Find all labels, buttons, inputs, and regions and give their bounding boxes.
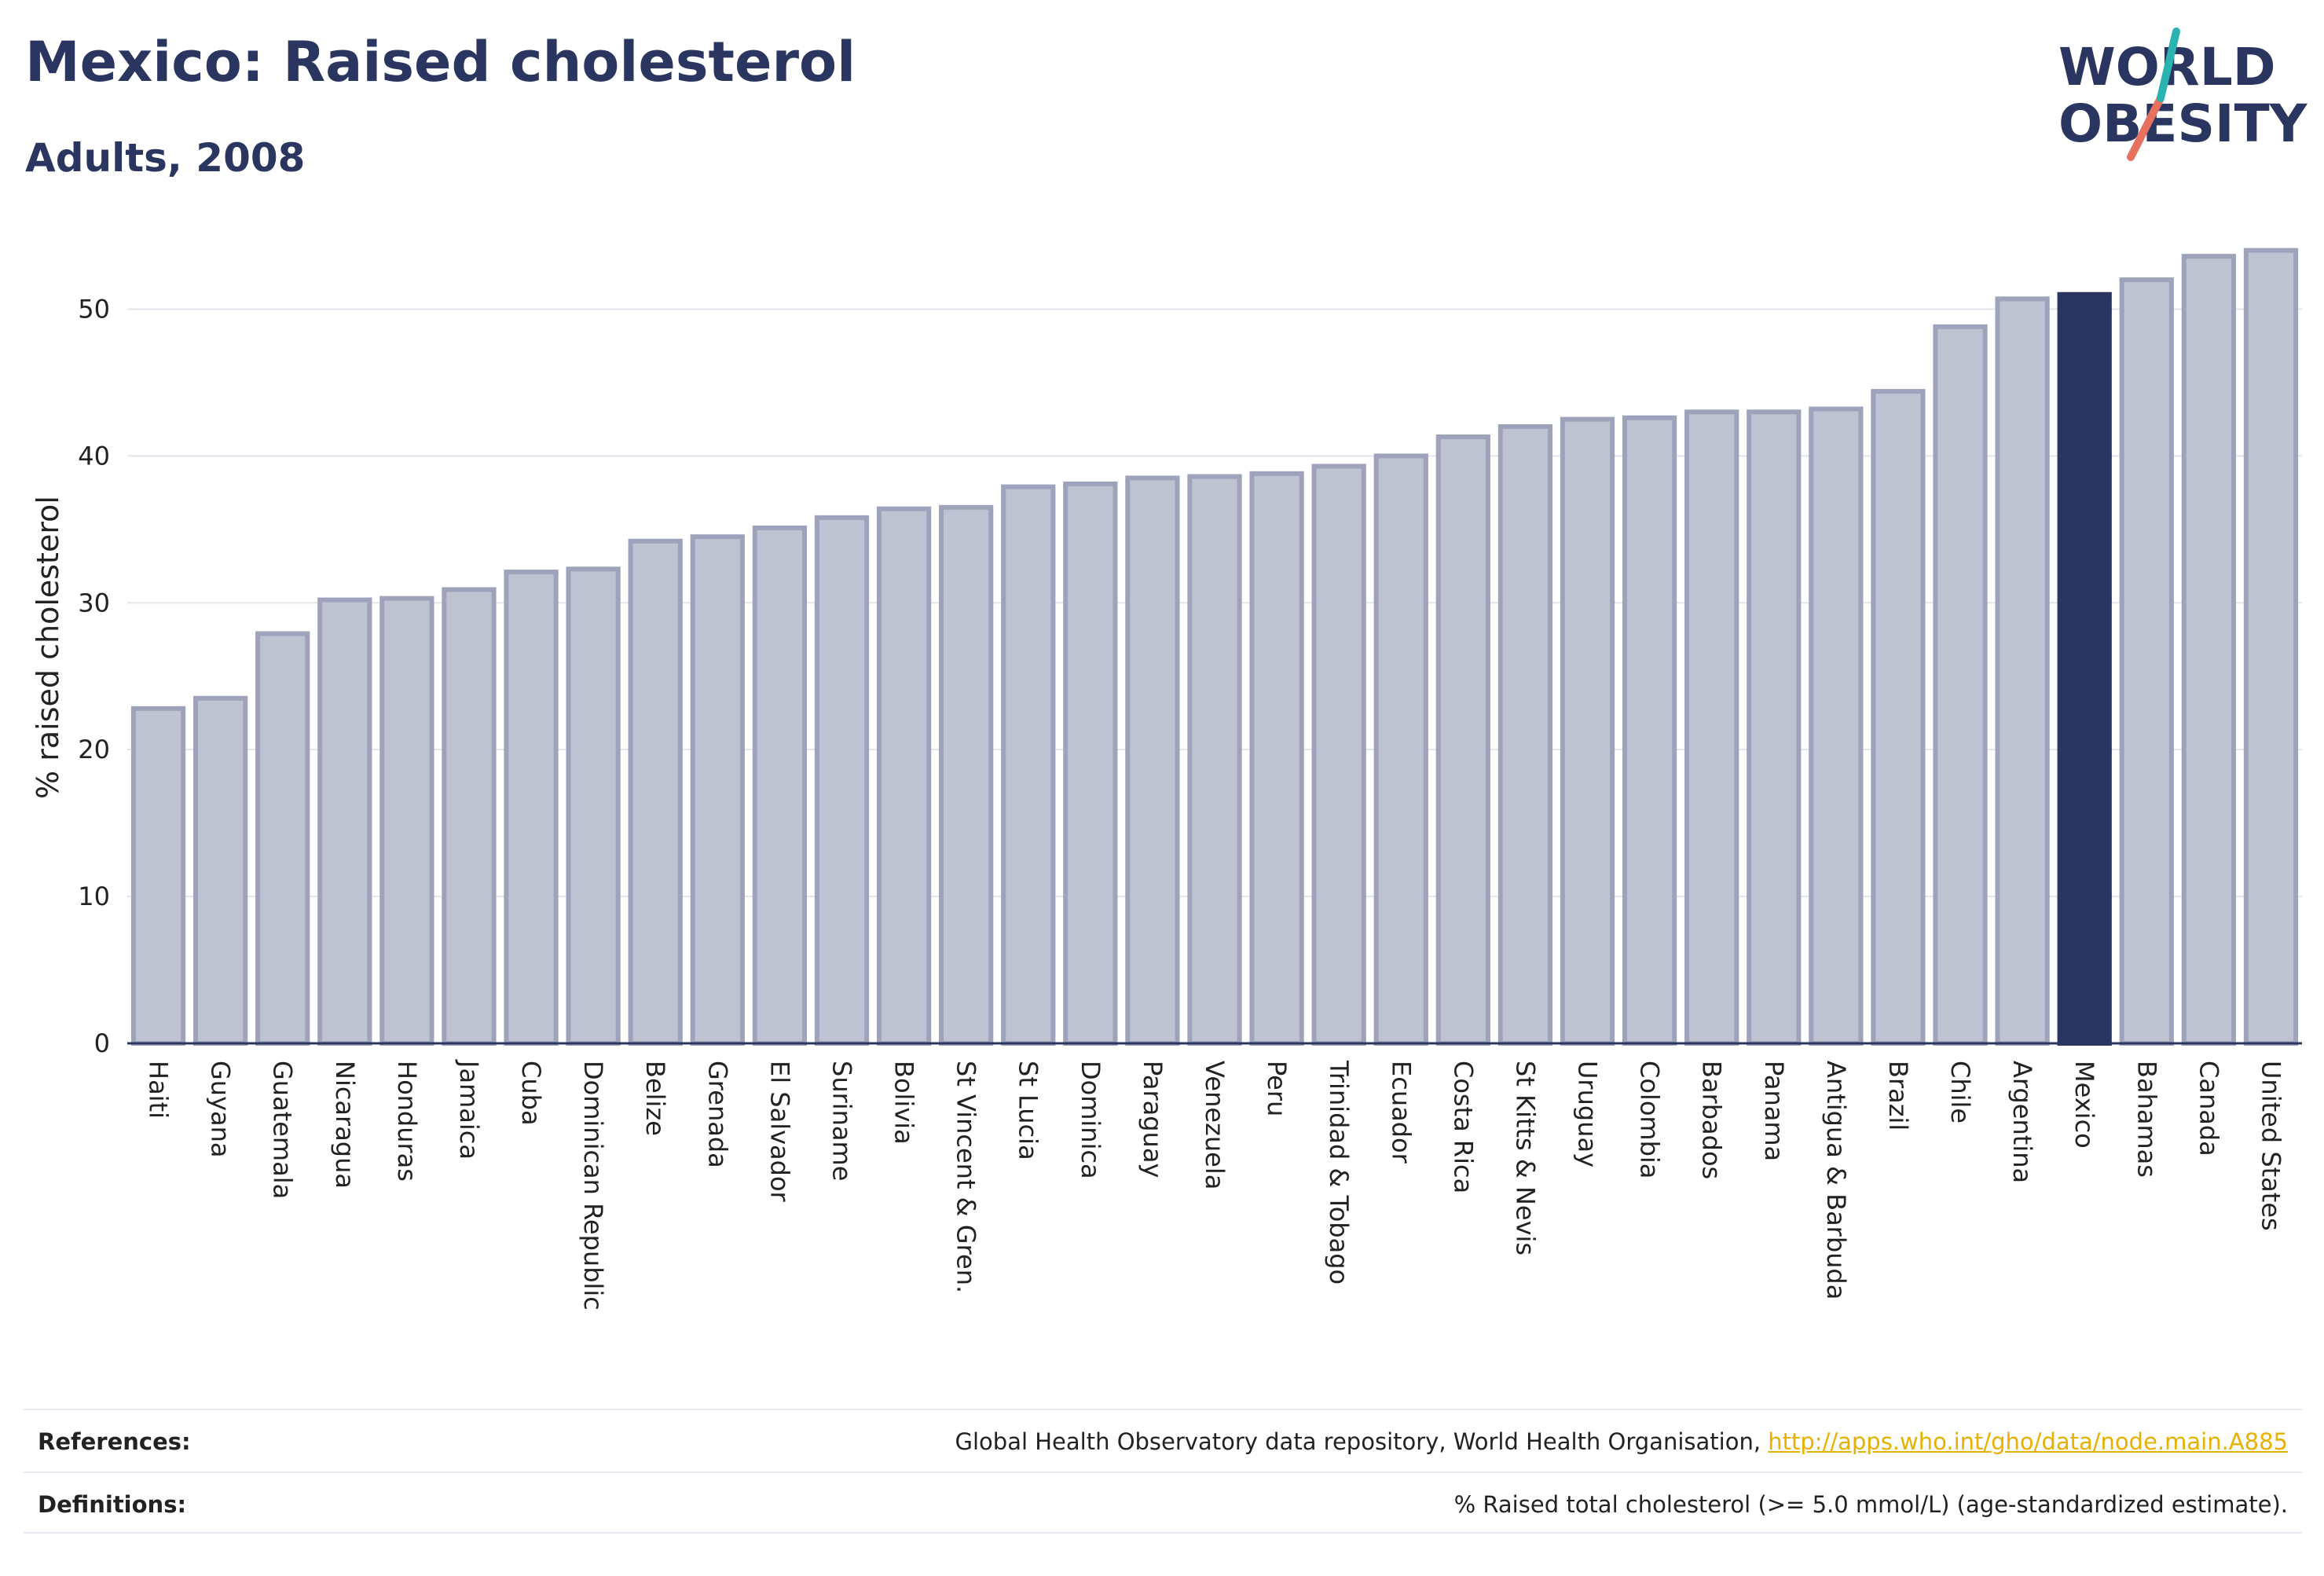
y-tick-label: 40 — [78, 441, 110, 471]
references-row: References: Global Health Observatory da… — [24, 1409, 2302, 1473]
y-axis-label: % raised cholesterol — [31, 496, 65, 799]
x-tick-label: Brazil — [1883, 1061, 1913, 1131]
bar-united-states — [2243, 247, 2299, 1046]
x-tick-label: Paraguay — [1138, 1061, 1167, 1178]
bar-canada — [2181, 254, 2237, 1046]
x-tick-label: Guyana — [206, 1061, 236, 1158]
definitions-row: Definitions: % Raised total cholesterol … — [24, 1472, 2302, 1536]
footer-divider — [24, 1532, 2302, 1534]
x-tick-label: Colombia — [1635, 1061, 1665, 1178]
x-axis-ticks: Haiti Guyana Guatemala Nicaragua Honduras Jam… — [144, 1059, 2286, 1310]
bar-guyana — [192, 695, 248, 1046]
x-tick-label: Panama — [1759, 1061, 1789, 1161]
x-tick-label: Trinidad & Tobago — [1324, 1060, 1354, 1285]
x-tick-label: Antigua & Barbuda — [1821, 1061, 1851, 1299]
x-tick-label: Honduras — [392, 1061, 422, 1182]
y-tick-label: 50 — [78, 294, 110, 324]
bar-bolivia — [876, 506, 932, 1046]
references-link[interactable]: http://apps.who.int/gho/data/node.main.A… — [1768, 1428, 2288, 1455]
x-tick-label: El Salvador — [764, 1061, 794, 1203]
x-tick-label: Dominican Republic — [578, 1061, 608, 1310]
y-axis-ticks: 0 10 20 30 40 50 — [78, 294, 110, 1058]
x-tick-label: Mexico — [2069, 1061, 2099, 1149]
bar-chart: 0 10 20 30 40 50 Haiti Guyana Guatemala Nicaragu… — [31, 247, 2302, 1310]
bar-colombia — [1622, 415, 1677, 1046]
x-tick-label: Nicaragua — [330, 1061, 360, 1189]
bars — [130, 247, 2299, 1046]
references-value: Global Health Observatory data repositor… — [955, 1428, 2302, 1455]
bar-cuba — [504, 570, 559, 1046]
x-tick-label: Venezuela — [1200, 1061, 1230, 1189]
definitions-text: % Raised total cholesterol (>= 5.0 mmol/… — [1453, 1491, 2288, 1518]
x-tick-label: Dominica — [1076, 1061, 1105, 1179]
y-tick-label: 20 — [78, 735, 110, 764]
world-obesity-logo: WORLD OBESITY — [2058, 27, 2308, 161]
references-text: Global Health Observatory data repositor… — [955, 1428, 1769, 1455]
bar-venezuela — [1187, 474, 1242, 1046]
x-tick-label: Cuba — [516, 1061, 546, 1126]
x-tick-label: Argentina — [2007, 1061, 2037, 1183]
x-tick-label: Chile — [1945, 1061, 1975, 1123]
bar-paraguay — [1125, 475, 1180, 1046]
bar-ecuador — [1373, 453, 1428, 1046]
chart-title: Mexico: Raised cholesterol — [25, 30, 856, 94]
bar-peru — [1249, 471, 1304, 1046]
x-tick-label: Canada — [2194, 1061, 2223, 1156]
x-tick-label: Jamaica — [454, 1059, 484, 1160]
y-tick-label: 30 — [78, 588, 110, 618]
bar-brazil — [1871, 389, 1926, 1046]
x-tick-label: Bolivia — [889, 1061, 919, 1145]
x-tick-label: Peru — [1262, 1061, 1292, 1116]
bar-uruguay — [1560, 416, 1615, 1046]
bar-st-kitts-nevis — [1497, 423, 1553, 1046]
x-tick-label: Costa Rica — [1448, 1061, 1478, 1193]
x-tick-label: Uruguay — [1573, 1061, 1603, 1167]
bar-nicaragua — [317, 597, 372, 1046]
bar-suriname — [814, 515, 870, 1046]
chart-subtitle: Adults, 2008 — [25, 135, 306, 181]
bar-mexico — [2057, 291, 2112, 1046]
bar-costa-rica — [1435, 434, 1490, 1046]
bar-st-lucia — [1001, 484, 1056, 1046]
bar-honduras — [379, 596, 434, 1046]
bar-trinidad-tobago — [1311, 464, 1366, 1046]
bar-jamaica — [442, 587, 497, 1046]
bar-guatemala — [255, 631, 310, 1046]
x-tick-label: Suriname — [827, 1061, 856, 1181]
logo-line2: OBESITY — [2058, 93, 2308, 154]
bar-bahamas — [2119, 277, 2174, 1046]
references-label: References: — [38, 1428, 191, 1455]
x-tick-label: Grenada — [702, 1061, 732, 1168]
bar-antigua-barbuda — [1809, 406, 1864, 1046]
y-tick-label: 0 — [94, 1028, 110, 1058]
bar-barbados — [1684, 409, 1739, 1046]
bar-panama — [1747, 409, 1802, 1046]
bar-dominica — [1063, 481, 1118, 1046]
x-tick-label: Bahamas — [2132, 1061, 2161, 1178]
definitions-label: Definitions: — [38, 1491, 187, 1518]
bar-belize — [628, 538, 683, 1046]
x-tick-label: United States — [2256, 1061, 2286, 1231]
x-tick-label: Barbados — [1697, 1061, 1727, 1179]
x-tick-label: St Lucia — [1014, 1061, 1043, 1160]
x-tick-label: Guatemala — [268, 1061, 298, 1199]
x-tick-label: St Vincent & Gren. — [951, 1061, 981, 1293]
bar-haiti — [130, 706, 186, 1046]
bar-chile — [1933, 324, 1988, 1046]
bar-dominican-republic — [566, 566, 621, 1046]
x-tick-label: Ecuador — [1386, 1061, 1416, 1164]
y-tick-label: 10 — [78, 881, 110, 911]
bar-argentina — [1995, 296, 2050, 1046]
bar-el-salvador — [752, 525, 808, 1046]
x-tick-label: St Kitts & Nevis — [1510, 1061, 1540, 1255]
x-tick-label: Haiti — [144, 1061, 174, 1119]
bar-grenada — [690, 534, 745, 1046]
x-tick-label: Belize — [640, 1061, 670, 1136]
bar-st-vincent-gren- — [939, 504, 994, 1046]
